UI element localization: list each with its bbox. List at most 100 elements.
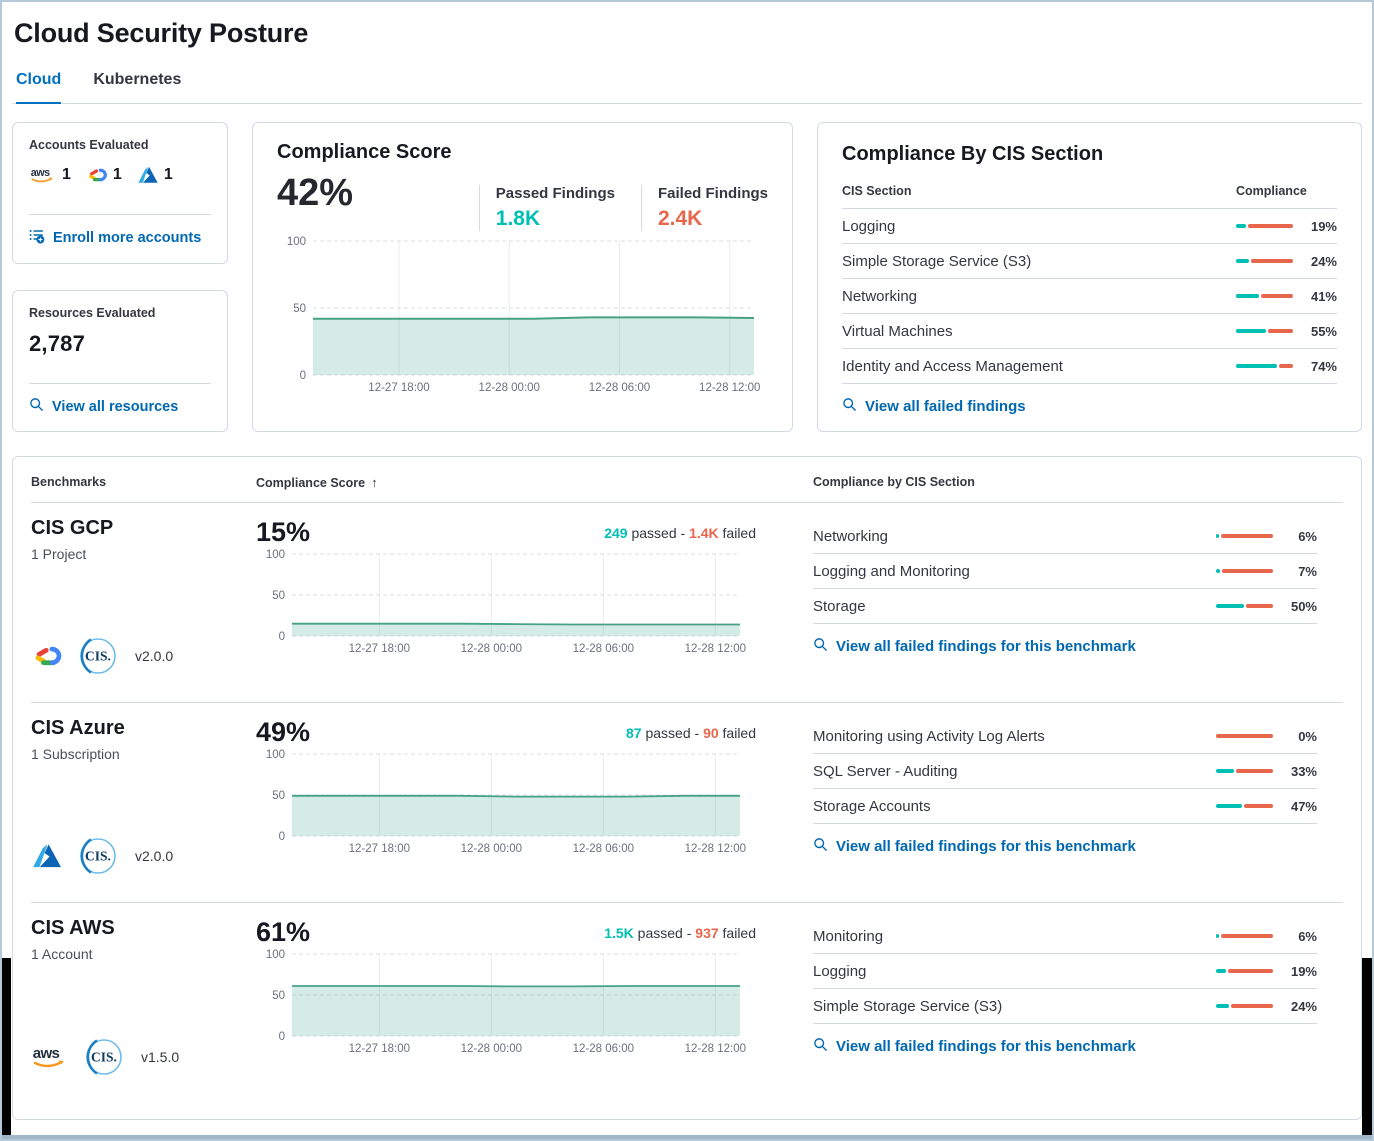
cis-section-row: Monitoring using Activity Log Alerts 0% [813, 719, 1317, 754]
benchmark-logos: aws CIS. v1.5.0 [31, 1035, 256, 1079]
compliance-percent: 0% [1298, 728, 1317, 744]
passed-findings-value[interactable]: 1.8K [495, 207, 541, 230]
azure-logo [31, 843, 63, 869]
failed-count: 937 [695, 925, 719, 941]
provider-count: 1 [62, 166, 71, 183]
compliance-bar [1216, 804, 1273, 808]
benchmark-info: CIS GCP 1 Project CIS. v2.0.0 [31, 517, 256, 702]
benchmarks-panel: Benchmarks Compliance Score ↑ Compliance… [12, 456, 1362, 1120]
view-benchmark-failed-findings-label: View all failed findings for this benchm… [836, 1038, 1136, 1055]
svg-text:0: 0 [279, 831, 285, 843]
compliance-bar [1216, 534, 1273, 538]
svg-text:50: 50 [272, 590, 285, 602]
cis-section-name: Networking [813, 527, 889, 545]
passed-findings-label: Passed Findings [495, 185, 615, 202]
compliance-percent: 47% [1290, 798, 1317, 814]
compliance-score-value: 42% [277, 172, 354, 214]
passed-count: 1.5K [604, 925, 634, 941]
svg-text:12-28 00:00: 12-28 00:00 [461, 643, 522, 655]
cis-section-name: Virtual Machines [842, 322, 953, 340]
passed-failed-counts: 249 passed - 1.4K failed [604, 525, 756, 541]
benchmark-trend-chart: 12-27 18:00 12-28 00:00 12-28 06:00 12-28 1… [266, 749, 746, 855]
cis-benchmark-logo: CIS. [82, 1035, 126, 1079]
svg-text:12-28 06:00: 12-28 06:00 [573, 843, 634, 855]
view-all-resources-label: View all resources [52, 398, 179, 415]
benchmark-row: CIS AWS 1 Account aws CIS. v1.5.0 61% 1.5K p… [31, 903, 1343, 1103]
search-icon [29, 397, 44, 416]
view-benchmark-failed-findings-link[interactable]: View all failed findings for this benchm… [813, 637, 1136, 656]
aws-logo: aws [31, 1043, 69, 1071]
resources-evaluated-card: Resources Evaluated 2,787 View all resou… [12, 290, 228, 432]
cis-section-row: Logging 19% [813, 954, 1317, 989]
benchmark-version: v2.0.0 [135, 848, 174, 864]
compliance-bar [1236, 329, 1293, 333]
gcp-logo [31, 643, 63, 669]
compliance-percent: 6% [1298, 928, 1317, 944]
compliance-percent: 33% [1290, 763, 1317, 779]
svg-text:12-28 06:00: 12-28 06:00 [573, 643, 634, 655]
passed-failed-counts: 87 passed - 90 failed [626, 725, 756, 741]
svg-text:50: 50 [293, 303, 306, 315]
benchmarks-rows: CIS GCP 1 Project CIS. v2.0.0 15% 249 passed… [31, 503, 1343, 1103]
svg-text:12-28 00:00: 12-28 00:00 [461, 1043, 522, 1055]
tab-cloud[interactable]: Cloud [16, 71, 62, 104]
svg-text:12-27 18:00: 12-27 18:00 [349, 643, 410, 655]
passed-count: 87 [626, 725, 642, 741]
sort-ascending-icon: ↑ [371, 475, 378, 490]
enroll-more-accounts-link[interactable]: Enroll more accounts [29, 228, 211, 248]
tab-kubernetes[interactable]: Kubernetes [93, 71, 182, 88]
svg-text:100: 100 [287, 236, 306, 248]
compliance-by-cis-column-header[interactable]: Compliance by CIS Section [813, 475, 975, 489]
view-benchmark-failed-findings-link[interactable]: View all failed findings for this benchm… [813, 837, 1136, 856]
page-title: Cloud Security Posture [14, 18, 309, 48]
failed-count: 1.4K [689, 525, 719, 541]
cis-benchmark-logo: CIS. [76, 834, 120, 878]
svg-text:12-28 12:00: 12-28 12:00 [685, 1043, 746, 1055]
benchmark-cis-sections: Networking 6% Logging and Monitoring 7% Stor… [813, 517, 1343, 702]
compliance-percent: 24% [1310, 253, 1337, 269]
compliance-bar [1216, 734, 1273, 738]
svg-text:12-28 06:00: 12-28 06:00 [589, 382, 650, 394]
cis-section-row: Networking 41% [842, 279, 1337, 314]
failed-findings-value[interactable]: 2.4K [657, 207, 703, 230]
view-all-resources-link[interactable]: View all resources [29, 397, 211, 416]
compliance-percent: 19% [1310, 218, 1337, 234]
cis-section-name: Monitoring [813, 927, 884, 945]
cis-section-name: SQL Server - Auditing [813, 762, 958, 780]
divider [29, 214, 211, 215]
cis-section-row: Simple Storage Service (S3) 24% [842, 244, 1337, 279]
svg-text:12-27 18:00: 12-27 18:00 [368, 382, 429, 394]
compliance-percent: 7% [1298, 563, 1317, 579]
svg-text:12-27 18:00: 12-27 18:00 [349, 1043, 410, 1055]
svg-text:100: 100 [266, 549, 285, 561]
cis-section-name: Networking [842, 287, 918, 305]
compliance-score-column-header[interactable]: Compliance Score ↑ [256, 475, 813, 490]
svg-text:CIS.: CIS. [91, 1050, 117, 1065]
enroll-more-accounts-label: Enroll more accounts [53, 230, 202, 246]
svg-text:100: 100 [266, 749, 285, 761]
compliance-percent: 41% [1310, 288, 1337, 304]
provider-badge-azure: 1 [137, 166, 173, 184]
svg-text:0: 0 [279, 631, 285, 643]
resources-evaluated-value: 2,787 [29, 331, 86, 356]
benchmark-score: 49% [256, 717, 311, 747]
svg-text:12-28 12:00: 12-28 12:00 [699, 382, 760, 394]
list-add-icon [29, 228, 45, 248]
provider-counts: aws 1 1 1 [29, 165, 211, 185]
benchmark-scope: 1 Project [31, 546, 87, 562]
compliance-bar [1216, 969, 1273, 973]
compliance-score-column-label: Compliance Score [256, 475, 366, 490]
cis-section-name: Logging [842, 217, 896, 235]
compliance-percent: 50% [1290, 598, 1317, 614]
svg-text:12-28 00:00: 12-28 00:00 [461, 843, 522, 855]
svg-text:100: 100 [266, 949, 285, 961]
provider-count: 1 [163, 166, 173, 183]
view-benchmark-failed-findings-link[interactable]: View all failed findings for this benchm… [813, 1037, 1136, 1056]
svg-text:0: 0 [279, 1031, 285, 1043]
view-all-failed-findings-link[interactable]: View all failed findings [842, 397, 1026, 416]
benchmarks-column-header[interactable]: Benchmarks [31, 475, 107, 489]
benchmark-score-cell: 61% 1.5K passed - 937 failed 12-27 18:00 12… [256, 917, 813, 1103]
svg-text:CIS.: CIS. [85, 849, 111, 864]
benchmark-cis-sections: Monitoring 6% Logging 19% Simple Storage Ser… [813, 917, 1343, 1103]
